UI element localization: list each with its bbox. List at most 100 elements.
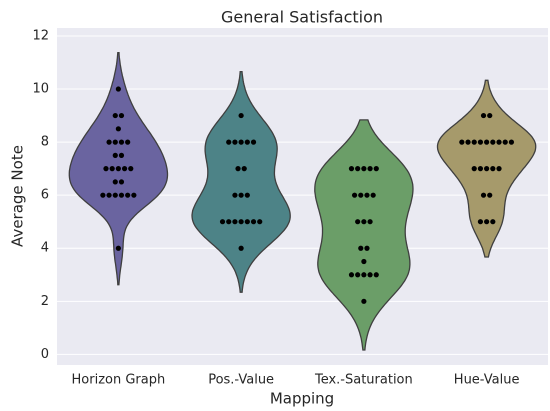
data-point xyxy=(361,258,367,265)
data-point xyxy=(128,166,134,172)
y-tick-label: 10 xyxy=(32,82,49,97)
data-point xyxy=(487,192,493,198)
data-point xyxy=(112,139,118,145)
y-tick-label: 4 xyxy=(41,241,49,256)
data-point xyxy=(241,166,247,172)
x-tick-label: Tex.-Saturation xyxy=(314,373,413,388)
data-point xyxy=(118,139,125,145)
data-point xyxy=(118,179,125,185)
data-point xyxy=(367,219,373,225)
data-point xyxy=(112,112,118,119)
data-point xyxy=(348,272,355,278)
y-axis-label: Average Note xyxy=(9,145,27,247)
data-point xyxy=(484,139,490,145)
data-point xyxy=(355,166,361,172)
data-point xyxy=(348,166,355,172)
data-point xyxy=(364,245,370,251)
data-point xyxy=(358,245,364,251)
data-point xyxy=(490,219,496,225)
data-point xyxy=(238,219,244,225)
data-point xyxy=(232,192,238,198)
violin xyxy=(314,119,414,351)
y-tick-label: 8 xyxy=(41,135,49,150)
data-point xyxy=(250,219,257,225)
data-point xyxy=(370,192,376,198)
y-tick-label: 2 xyxy=(41,294,49,309)
data-point xyxy=(219,219,226,225)
violin xyxy=(191,70,291,293)
data-point xyxy=(490,166,496,172)
data-point xyxy=(232,219,238,225)
data-point xyxy=(244,139,250,145)
data-point xyxy=(226,219,232,225)
data-point xyxy=(112,192,118,198)
data-point xyxy=(115,86,121,92)
data-point xyxy=(244,192,250,198)
data-point xyxy=(106,139,112,145)
data-point xyxy=(358,192,364,198)
data-point xyxy=(244,219,250,225)
chart-title: General Satisfaction xyxy=(221,8,383,27)
data-point xyxy=(121,166,128,172)
data-point xyxy=(112,152,118,158)
data-point xyxy=(367,166,373,172)
data-point xyxy=(484,166,490,172)
data-point xyxy=(361,166,367,172)
data-point xyxy=(118,192,125,198)
data-point xyxy=(238,112,244,119)
data-point xyxy=(109,166,115,172)
data-point xyxy=(361,298,367,304)
data-point xyxy=(502,139,508,145)
data-point xyxy=(115,166,121,172)
data-point xyxy=(367,272,373,278)
data-point xyxy=(238,139,244,145)
data-point xyxy=(125,139,131,145)
data-point xyxy=(125,192,131,198)
data-point xyxy=(100,192,106,198)
data-point xyxy=(103,166,109,172)
x-tick-label: Pos.-Value xyxy=(208,373,274,388)
data-point xyxy=(355,272,361,278)
data-point xyxy=(351,192,358,198)
data-point xyxy=(115,126,121,132)
data-point xyxy=(477,166,484,172)
data-point xyxy=(487,112,493,119)
data-point xyxy=(232,139,238,145)
y-tick-label: 0 xyxy=(41,347,49,362)
data-point xyxy=(364,192,370,198)
data-point xyxy=(480,192,487,198)
data-point xyxy=(465,139,471,145)
data-point xyxy=(131,192,137,198)
data-point xyxy=(238,245,244,251)
data-point xyxy=(471,139,477,145)
data-point xyxy=(226,139,232,145)
data-point xyxy=(257,219,263,225)
data-point xyxy=(477,219,484,225)
x-tick-label: Horizon Graph xyxy=(72,373,166,388)
data-point xyxy=(508,139,515,145)
data-point xyxy=(480,112,487,119)
y-tick-label: 12 xyxy=(32,28,49,43)
x-axis-label: Mapping xyxy=(270,390,334,408)
data-point xyxy=(355,219,361,225)
data-point xyxy=(496,166,502,172)
data-point xyxy=(361,272,367,278)
data-point xyxy=(118,112,125,119)
data-point xyxy=(112,179,118,185)
data-point xyxy=(361,219,367,225)
data-point xyxy=(238,192,244,198)
data-point xyxy=(235,166,241,172)
data-point xyxy=(459,139,465,145)
data-point xyxy=(471,166,477,172)
data-point xyxy=(373,272,379,278)
data-point xyxy=(484,219,490,225)
data-point xyxy=(496,139,502,145)
data-point xyxy=(250,139,257,145)
data-point xyxy=(490,139,496,145)
data-point xyxy=(477,139,484,145)
x-tick-label: Hue-Value xyxy=(454,373,520,388)
data-point xyxy=(373,166,379,172)
data-point xyxy=(118,152,125,158)
y-tick-label: 6 xyxy=(41,188,49,203)
